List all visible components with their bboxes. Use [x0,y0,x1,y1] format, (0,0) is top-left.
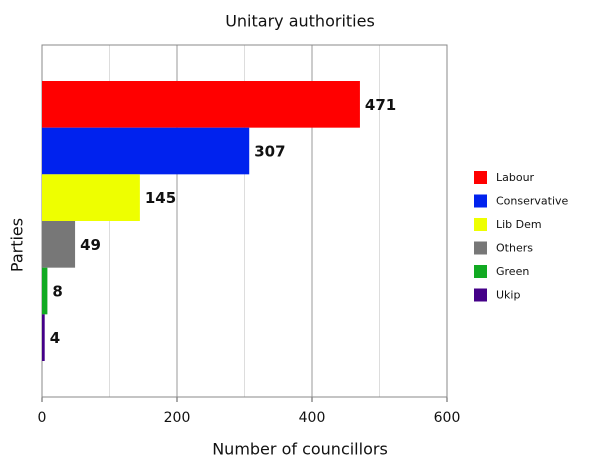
legend-entry: Lib Dem [496,218,542,231]
legend-swatch [474,218,487,231]
x-axis-label: Number of councillors [212,440,388,459]
x-tick-label: 600 [434,410,461,426]
x-tick-label: 0 [38,410,47,426]
value-label: 307 [254,143,285,161]
legend-entry: Others [496,242,533,255]
chart-title: Unitary authorities [225,12,375,31]
bar [42,174,140,221]
value-label: 145 [145,189,176,207]
legend-swatch [474,194,487,208]
legend-entry: Conservative [496,195,569,208]
legend-entry: Ukip [496,289,520,302]
bar [42,221,76,268]
bar [42,81,360,128]
legend-swatch [474,265,487,278]
legend-entry: Labour [496,171,535,184]
bar [42,127,250,175]
legend-swatch [474,241,487,255]
value-label: 4 [50,329,60,347]
value-label: 8 [52,283,62,301]
value-label: 49 [80,236,101,254]
bar [42,267,48,315]
legend-swatch [474,288,487,302]
x-tick-label: 400 [299,410,326,426]
x-tick-label: 200 [164,410,191,426]
value-label: 471 [365,96,396,114]
bar [42,314,45,361]
legend-swatch [474,171,487,184]
legend-entry: Green [496,265,529,278]
y-axis-label: Parties [8,218,27,272]
